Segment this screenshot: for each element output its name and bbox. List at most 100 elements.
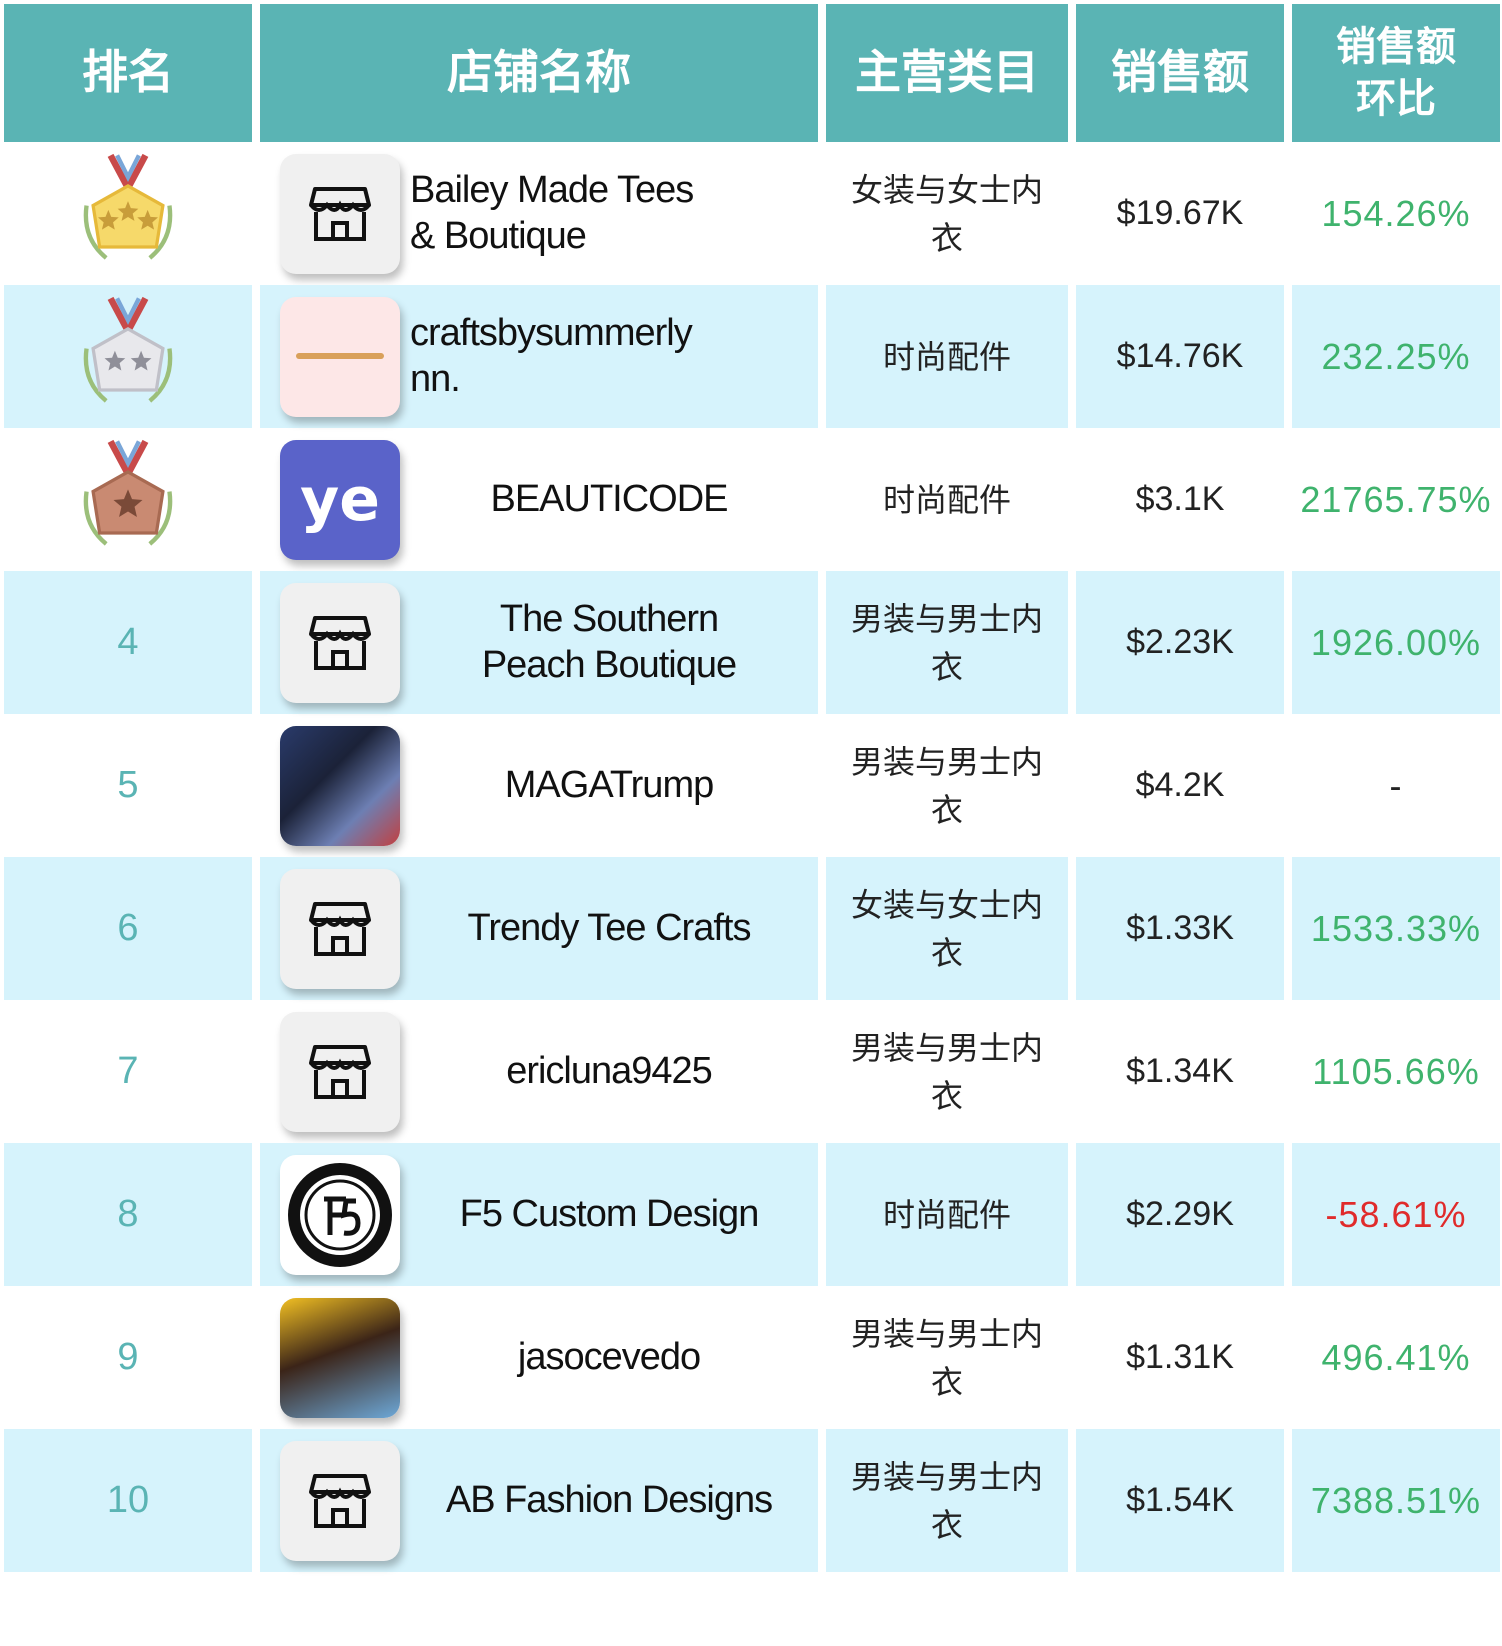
rank-number: 8 [117,1193,139,1235]
rank-cell [4,142,252,285]
category-cell: 女装与女士内 衣 [826,857,1068,1000]
sales-cell: $2.23K [1076,571,1284,714]
store-icon [280,1011,400,1132]
category-label: 时尚配件 [882,338,1011,375]
store-photo [280,725,400,846]
header-store-label: 店铺名称 [447,46,631,99]
sales-mom-value: -58.61% [1325,1193,1467,1235]
sales-mom-cell: 1533.33% [1292,857,1500,1000]
store-name: MAGATrump [504,763,714,806]
category-cell: 男装与男士内 衣 [826,1000,1068,1143]
category-cell: 男装与男士内 衣 [826,1429,1068,1572]
store-name: F5 Custom Design [459,1192,760,1235]
rank-cell: 6 [4,857,252,1000]
header-store: 店铺名称 [260,4,818,142]
rank-number: 9 [117,1336,139,1378]
store-cell: ye BEAUTICODE [260,428,818,571]
store-cell: The Southern Peach Boutique [260,571,818,714]
category-label: 时尚配件 [882,1196,1011,1233]
store-cell: Bailey Made Tees & Boutique [260,142,818,285]
category-cell: 男装与男士内 衣 [826,571,1068,714]
store-logo: ye [280,439,400,560]
sales-mom-cell: 496.41% [1292,1286,1500,1429]
category-cell: 男装与男士内 衣 [826,1286,1068,1429]
sales-value: $1.31K [1126,1338,1234,1376]
sales-mom-value: 7388.51% [1310,1479,1482,1521]
sales-mom-cell: - [1292,714,1500,857]
sales-mom-cell: 232.25% [1292,285,1500,428]
sales-mom-value: 1105.66% [1312,1050,1480,1092]
sales-value: $2.29K [1126,1195,1234,1233]
store-name: ericluna9425 [506,1049,713,1092]
header-rank-label: 排名 [82,46,174,99]
rank-number: 4 [117,621,139,663]
bronze-medal-icon [73,437,183,562]
sales-value: $14.76K [1116,337,1244,375]
sales-mom-value: 496.41% [1321,1336,1471,1378]
sales-cell: $19.67K [1076,142,1284,285]
category-cell: 时尚配件 [826,285,1068,428]
rank-number: 5 [117,764,139,806]
rank-cell [4,285,252,428]
category-label: 男装与男士内 衣 [850,743,1043,828]
store-cell: F5 Custom Design [260,1143,818,1286]
sales-cell: $1.31K [1076,1286,1284,1429]
header-category: 主营类目 [826,4,1068,142]
category-cell: 男装与男士内 衣 [826,714,1068,857]
sales-mom-value: 1926.00% [1310,621,1482,663]
sales-mom-value: 232.25% [1321,335,1471,377]
store-cell: craftsbysummerly nn. [260,285,818,428]
sales-value: $1.34K [1126,1052,1234,1090]
sales-mom-value: 21765.75% [1300,478,1492,520]
rank-cell [4,428,252,571]
sales-value: $2.23K [1126,623,1234,661]
category-cell: 时尚配件 [826,1143,1068,1286]
header-sales-label: 销售额 [1111,46,1249,99]
rank-cell: 7 [4,1000,252,1143]
sales-cell: $14.76K [1076,285,1284,428]
rank-number: 10 [106,1479,150,1521]
store-cell: AB Fashion Designs [260,1429,818,1572]
sales-value: $1.54K [1126,1481,1234,1519]
rank-number: 7 [117,1050,139,1092]
sales-cell: $1.33K [1076,857,1284,1000]
sales-value: $1.33K [1126,909,1234,947]
store-name: AB Fashion Designs [445,1478,773,1521]
sales-cell: $1.34K [1076,1000,1284,1143]
header-rank: 排名 [4,4,252,142]
sales-mom-value: 1533.33% [1310,907,1482,949]
category-label: 男装与男士内 衣 [850,1315,1043,1400]
rank-cell: 5 [4,714,252,857]
sales-mom-cell: 1105.66% [1292,1000,1500,1143]
store-logo [280,296,400,417]
sales-cell: $1.54K [1076,1429,1284,1572]
header-sales-mom: 销售额 环比 [1292,4,1500,142]
store-icon [280,868,400,989]
sales-mom-value: 154.26% [1321,192,1471,234]
sales-mom-cell: 7388.51% [1292,1429,1500,1572]
sales-mom-cell: 1926.00% [1292,571,1500,714]
sales-cell: $4.2K [1076,714,1284,857]
category-label: 时尚配件 [882,481,1011,518]
store-cell: MAGATrump [260,714,818,857]
store-name: jasocevedo [517,1335,701,1378]
rank-number: 6 [117,907,139,949]
sales-value: $4.2K [1135,766,1225,804]
rank-cell: 10 [4,1429,252,1572]
store-cell: ericluna9425 [260,1000,818,1143]
store-icon [280,1440,400,1561]
store-name: BEAUTICODE [490,477,728,520]
store-icon [280,153,400,274]
sales-cell: $2.29K [1076,1143,1284,1286]
silver-medal-icon [73,294,183,419]
store-icon [280,582,400,703]
sales-cell: $3.1K [1076,428,1284,571]
category-label: 女装与女士内 衣 [850,171,1043,256]
header-category-label: 主营类目 [855,46,1039,99]
rank-cell: 9 [4,1286,252,1429]
gold-medal-icon [73,151,183,276]
store-photo [280,1297,400,1418]
category-label: 男装与男士内 衣 [850,600,1043,685]
header-sales-mom-label: 销售额 环比 [1336,25,1456,121]
